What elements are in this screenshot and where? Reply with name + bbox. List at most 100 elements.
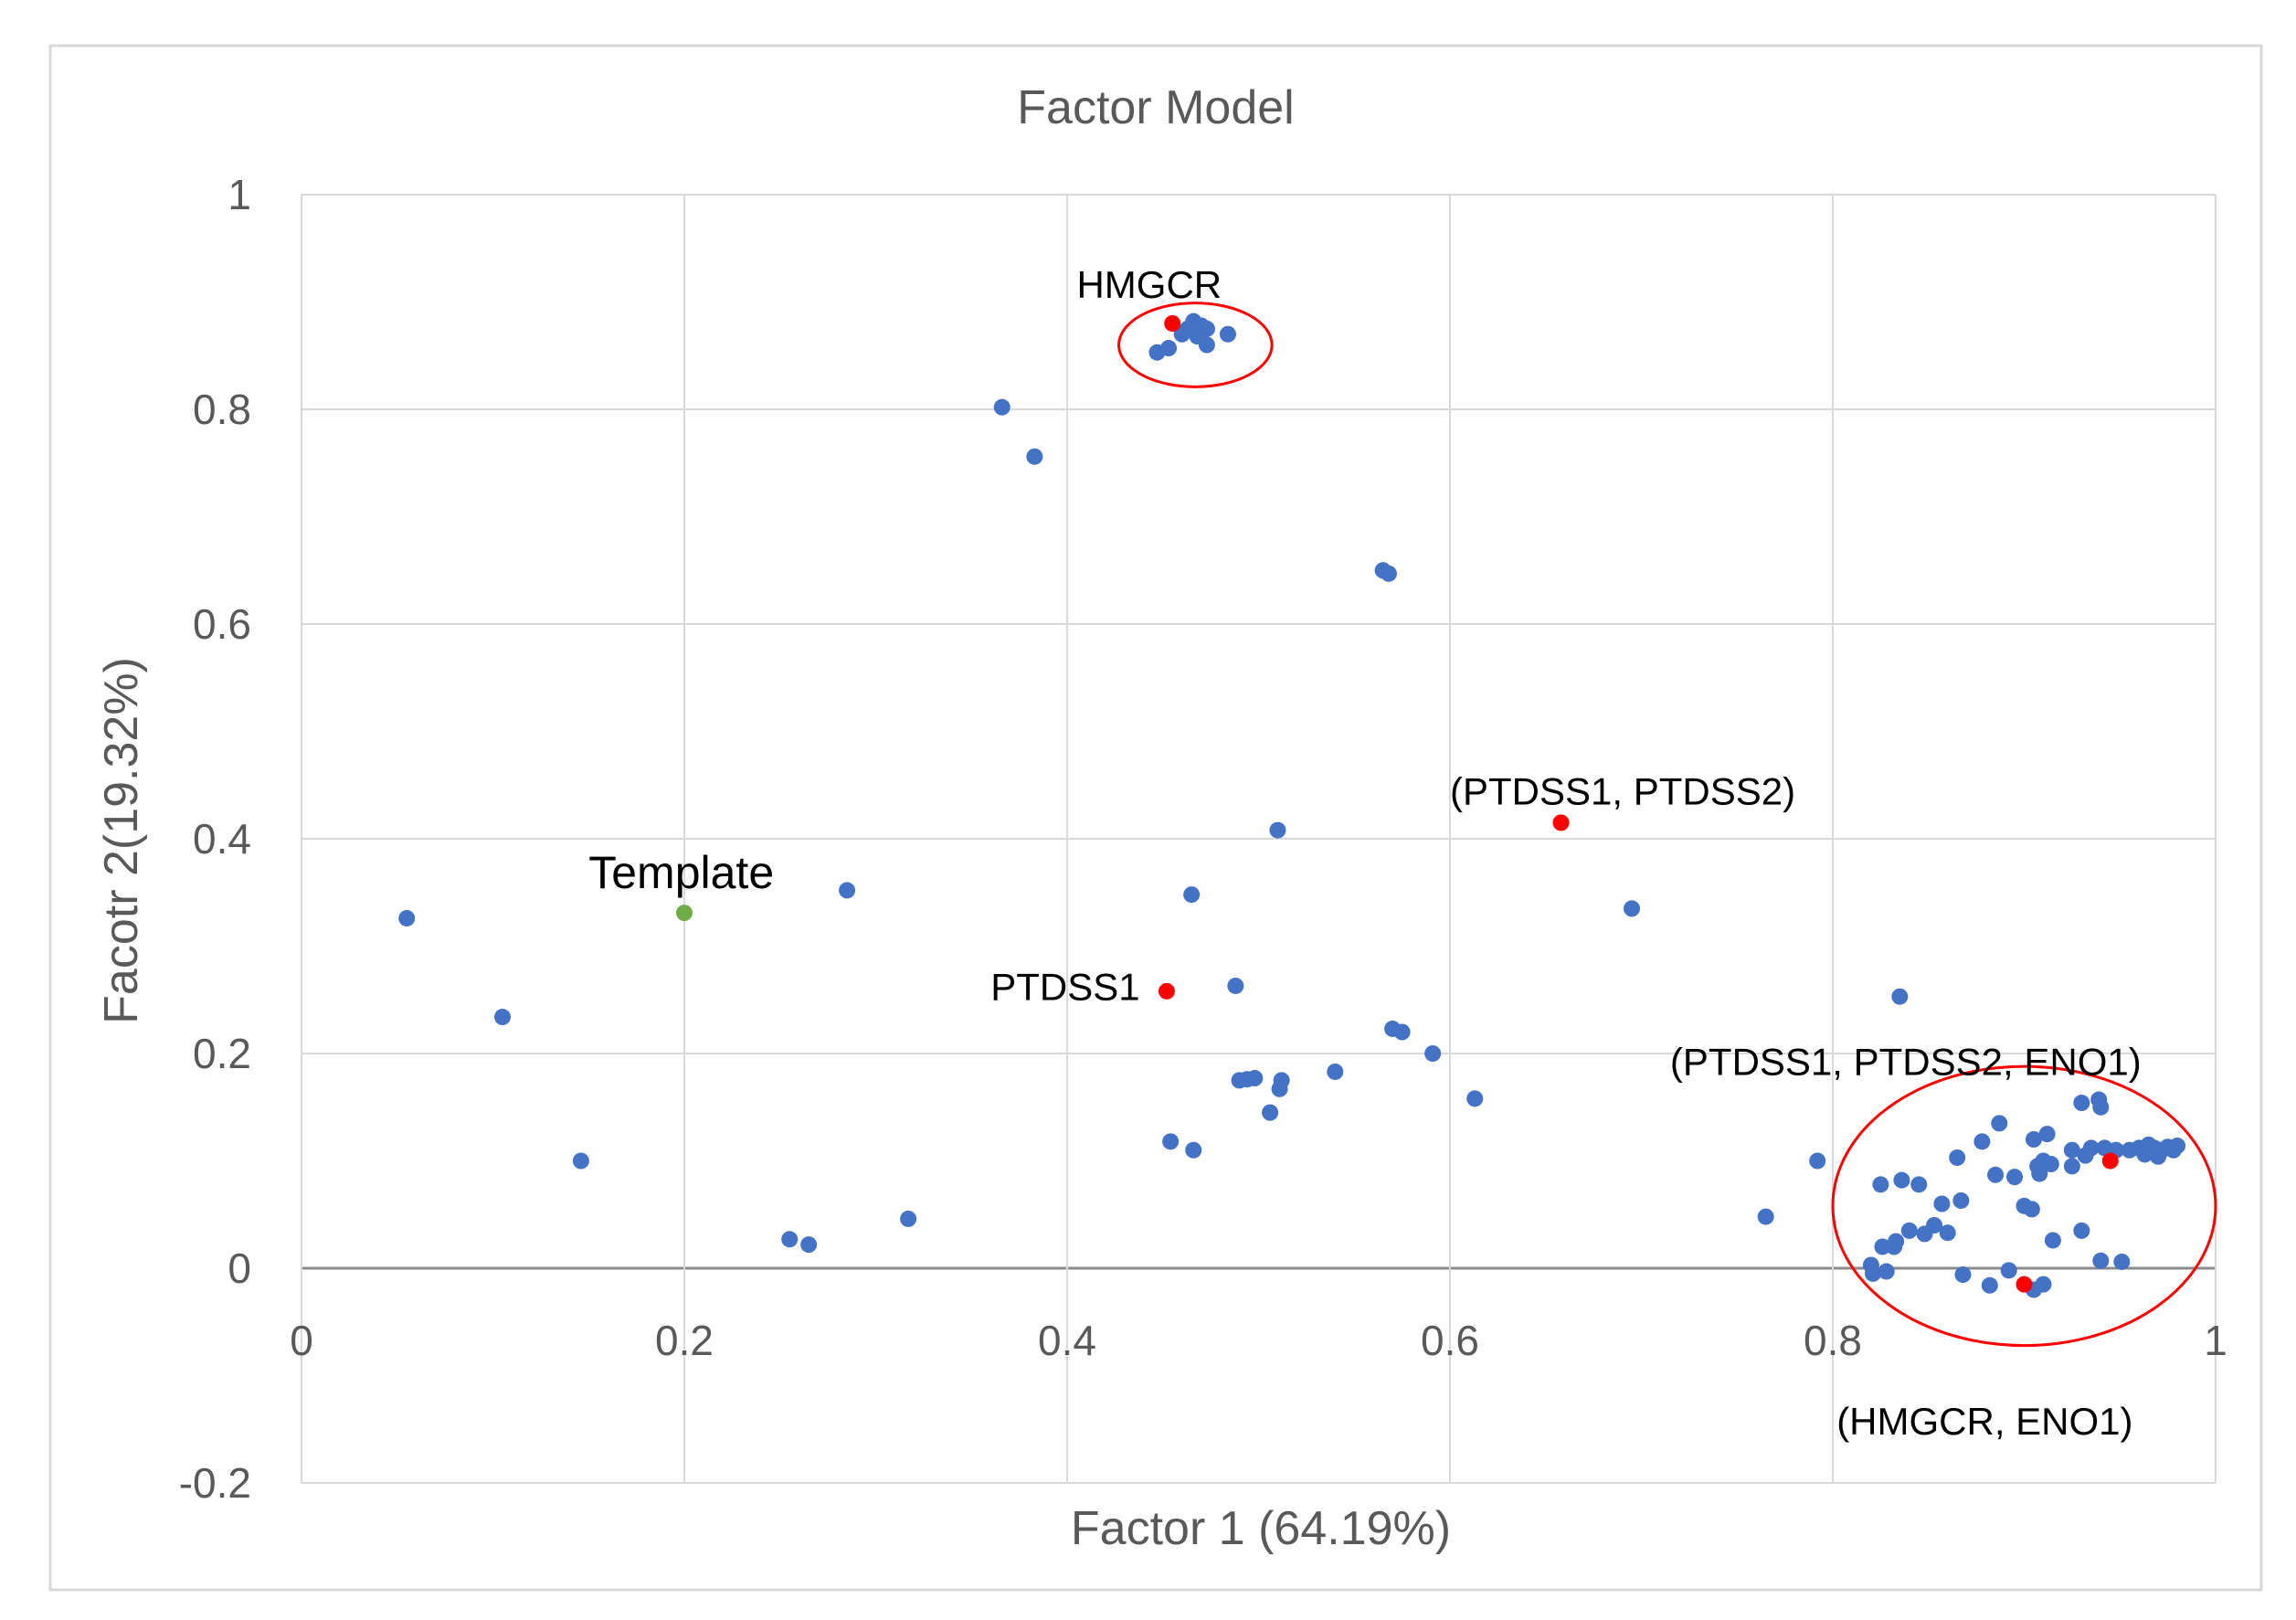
gene-point (1872, 1176, 1889, 1193)
gene-point (398, 909, 416, 926)
gene-point (1380, 565, 1397, 582)
gene-point (2169, 1138, 2186, 1155)
gene-point (1160, 340, 1178, 357)
gene-point (1757, 1208, 1774, 1225)
gene-point (1910, 1176, 1928, 1193)
cluster-ellipse (1831, 1064, 2217, 1348)
gene-point (1926, 1217, 1943, 1234)
gene-point (2063, 1141, 2080, 1159)
gene-point (1185, 1141, 1202, 1159)
gene-point (800, 1236, 818, 1254)
x-tick-label: 0.2 (655, 1317, 714, 1364)
gene-point (1900, 1222, 1918, 1239)
gene-point (1809, 1152, 1826, 1170)
template-point (676, 905, 693, 922)
annotation-label: (PTDSS1, PTDSS2, ENO1) (1670, 1041, 2142, 1084)
gene-point (2038, 1126, 2056, 1143)
gene-point (2063, 1158, 2080, 1175)
y-tick-label: 0.6 (193, 600, 251, 648)
gene-point (2092, 1252, 2110, 1269)
gene-point (1991, 1115, 2008, 1132)
gene-point (1893, 1171, 1910, 1189)
gene-point (1198, 336, 1215, 354)
gene-point (1162, 1133, 1180, 1150)
gene-point (2082, 1139, 2100, 1157)
gene-point (1273, 1072, 1290, 1089)
data-points (398, 312, 2186, 1298)
gene-point (1466, 1090, 1484, 1107)
gene-point (1939, 1224, 1956, 1242)
gene-point (1424, 1045, 1442, 1062)
gene-point (2073, 1222, 2090, 1239)
cluster-ellipse (1117, 302, 1274, 388)
chart-title: Factor Model (1017, 81, 1294, 134)
x-axis-title: Factor 1 (64.19%) (1071, 1502, 1451, 1555)
gene-point (2035, 1276, 2052, 1293)
gene-point (1981, 1276, 1998, 1294)
y-tick-label: 0.2 (193, 1030, 251, 1077)
y-axis-title: Facotr 2(19.32%) (95, 657, 148, 1024)
gene-point (1227, 977, 1244, 994)
gene-point (2042, 1156, 2059, 1173)
gene-point (1864, 1265, 1881, 1282)
gene-point (2073, 1095, 2090, 1112)
annotation-label: Template (588, 847, 774, 898)
gene-point (839, 882, 856, 899)
gene-point (1026, 448, 1043, 465)
gene-point (900, 1210, 917, 1227)
gene-point (1262, 1104, 1279, 1121)
annotation-label: (PTDSS1, PTDSS2) (1450, 769, 1795, 812)
gene-point (1327, 1063, 1344, 1080)
y-tick-label: 0.4 (193, 815, 251, 863)
x-tick-label: 0.6 (1421, 1317, 1479, 1364)
gene-point (2092, 1098, 2110, 1116)
gene-point (1878, 1263, 1895, 1280)
gene-point (2023, 1201, 2040, 1218)
y-tick-label: -0.2 (179, 1459, 251, 1507)
gene-point (1949, 1149, 1966, 1166)
gene-point (1393, 1023, 1411, 1041)
axis-ticks: 0 0.2 0.4 0.6 0.8 1 -0.2 0 0.2 0.4 0.6 0.8 1 (179, 171, 2227, 1507)
gene-point (1952, 1191, 1970, 1209)
annotation-label: (HMGCR, ENO1) (1836, 1400, 2132, 1443)
point-annotations: HMGCR Template (PTDSS1, PTDSS2) PTDSS1 (PTDS… (588, 263, 2141, 1443)
annotation-label: HMGCR (1076, 263, 1222, 306)
x-tick-label: 0 (290, 1317, 313, 1364)
x-tick-label: 1 (2204, 1317, 2227, 1364)
x-tick-label: 0.8 (1804, 1317, 1862, 1364)
grid-lines (301, 194, 2217, 1484)
gene-point (1987, 1166, 2005, 1183)
gene-point (1269, 821, 1286, 839)
gene-point (1933, 1195, 1951, 1212)
y-tick-label: 1 (227, 171, 251, 218)
y-tick-label: 0.8 (193, 386, 251, 433)
y-tick-label: 0 (227, 1244, 251, 1292)
gene-point (2113, 1253, 2131, 1270)
chart-frame (48, 44, 2263, 1592)
gene-point (2044, 1232, 2061, 1249)
gene-point (1219, 325, 1236, 343)
highlighted-point (1158, 982, 1175, 1000)
gene-point (1891, 988, 1909, 1005)
gene-point (1973, 1133, 1991, 1150)
gene-point (993, 398, 1010, 416)
gene-point (1183, 886, 1201, 904)
highlighted-point (1552, 814, 1570, 831)
highlighted-point (2016, 1276, 2033, 1293)
gene-point (2006, 1169, 2024, 1186)
gene-point (1874, 1238, 1891, 1255)
gene-point (2025, 1131, 2042, 1148)
gene-point (572, 1152, 589, 1170)
highlighted-point (2101, 1152, 2119, 1170)
gene-point (781, 1231, 799, 1248)
gene-point (1624, 900, 1641, 917)
gene-point (1198, 320, 1215, 337)
cluster-ellipses (1117, 302, 2217, 1348)
gene-point (2000, 1262, 2017, 1279)
gene-point (2150, 1148, 2167, 1165)
gene-point (1246, 1070, 1264, 1087)
x-tick-label: 0.4 (1038, 1317, 1096, 1364)
gene-point (2031, 1165, 2048, 1182)
gene-point (1954, 1266, 1972, 1284)
